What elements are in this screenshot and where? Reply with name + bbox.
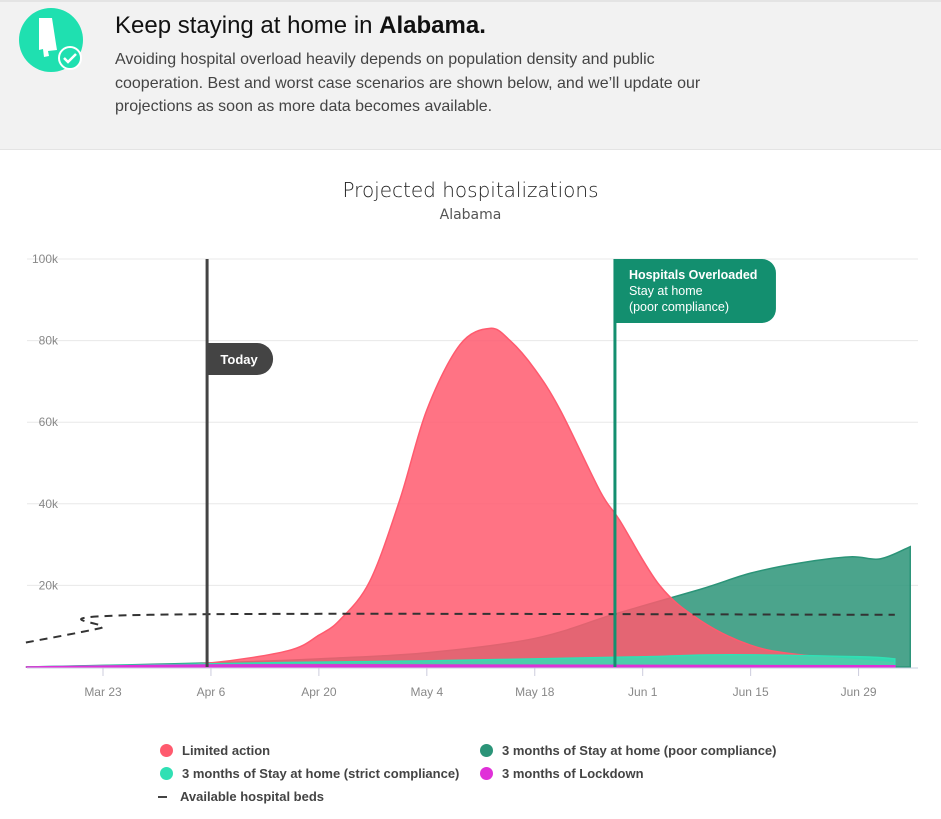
legend-item-beds[interactable]: Available hospital beds [156, 789, 324, 804]
y-tick-label: 80k [39, 334, 59, 348]
legend-dot [480, 767, 493, 780]
legend-item-strict-compliance[interactable]: 3 months of Stay at home (strict complia… [160, 766, 459, 781]
alabama-check-icon [19, 8, 83, 72]
x-tick-label: May 18 [515, 685, 555, 699]
legend-dot [160, 744, 173, 757]
chart-subtitle: Alabama [439, 207, 502, 223]
today-label: Today [220, 352, 258, 367]
legend-label: 3 months of Lockdown [502, 766, 644, 781]
series-area--months-of-stay-at-home-strict-compliance- [25, 654, 896, 668]
y-tick-label: 100k [32, 252, 59, 266]
legend-dash [158, 795, 167, 798]
overload-line1: Stay at home [629, 284, 703, 298]
header-banner: Keep staying at home in Alabama. Avoidin… [0, 0, 941, 150]
description: Avoiding hospital overload heavily depen… [115, 51, 701, 115]
state-name: Alabama. [379, 12, 486, 39]
legend-item-poor-compliance[interactable]: 3 months of Stay at home (poor complianc… [480, 743, 776, 758]
x-tick-label: Apr 20 [301, 685, 337, 699]
legend-item-lockdown[interactable]: 3 months of Lockdown [480, 766, 644, 781]
overload-label-box [614, 259, 776, 323]
legend-label: 3 months of Stay at home (strict complia… [182, 766, 460, 781]
overload-line2: (poor compliance) [629, 300, 729, 314]
x-tick-label: Mar 23 [84, 685, 122, 699]
x-tick-label: Apr 6 [197, 685, 226, 699]
legend-label: 3 months of Stay at home (poor complianc… [502, 743, 777, 758]
legend-label: Limited action [182, 743, 271, 758]
available-beds-line [25, 612, 895, 644]
overload-title: Hospitals Overloaded [629, 268, 758, 282]
series-area--months-of-lockdown [25, 664, 896, 668]
legend-label: Available hospital beds [180, 789, 325, 804]
page-title: Keep staying at home in Alabama. [115, 12, 486, 40]
y-tick-label: 60k [39, 415, 59, 429]
x-tick-label: Jun 15 [733, 685, 769, 699]
x-tick-label: May 4 [410, 685, 443, 699]
x-tick-label: Jun 29 [841, 685, 877, 699]
title-text: Keep staying at home in [115, 12, 380, 39]
x-tick-label: Jun 1 [628, 685, 658, 699]
y-tick-label: 20k [39, 578, 59, 592]
legend-dot [480, 744, 493, 757]
today-label-box [207, 343, 274, 375]
series-area-limited-action [25, 327, 896, 668]
chart-title: Projected hospitalizations [342, 178, 599, 202]
legend-dot [160, 767, 173, 780]
y-tick-label: 40k [39, 497, 59, 511]
legend-item-limited-action[interactable]: Limited action [160, 743, 270, 758]
